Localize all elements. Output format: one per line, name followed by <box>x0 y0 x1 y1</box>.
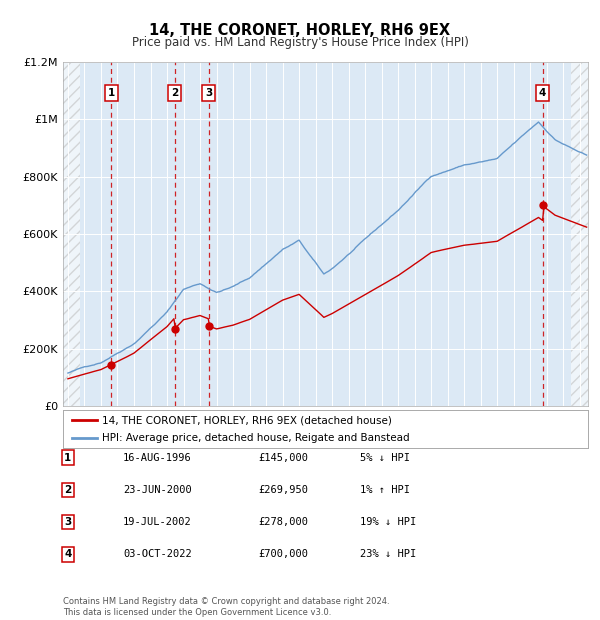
Text: 14, THE CORONET, HORLEY, RH6 9EX (detached house): 14, THE CORONET, HORLEY, RH6 9EX (detach… <box>103 415 392 425</box>
Text: 1: 1 <box>107 88 115 98</box>
Text: 03-OCT-2022: 03-OCT-2022 <box>123 549 192 559</box>
Bar <box>571 62 588 406</box>
Text: 19-JUL-2002: 19-JUL-2002 <box>123 517 192 527</box>
Text: £278,000: £278,000 <box>258 517 308 527</box>
Text: HPI: Average price, detached house, Reigate and Banstead: HPI: Average price, detached house, Reig… <box>103 433 410 443</box>
Text: 16-AUG-1996: 16-AUG-1996 <box>123 453 192 463</box>
Text: 5% ↓ HPI: 5% ↓ HPI <box>360 453 410 463</box>
Text: 1: 1 <box>64 453 71 463</box>
Text: 19% ↓ HPI: 19% ↓ HPI <box>360 517 416 527</box>
Text: 4: 4 <box>64 549 71 559</box>
Text: £700,000: £700,000 <box>258 549 308 559</box>
Text: 3: 3 <box>205 88 212 98</box>
Text: 14, THE CORONET, HORLEY, RH6 9EX: 14, THE CORONET, HORLEY, RH6 9EX <box>149 23 451 38</box>
Text: Contains HM Land Registry data © Crown copyright and database right 2024.
This d: Contains HM Land Registry data © Crown c… <box>63 598 389 617</box>
Text: 3: 3 <box>64 517 71 527</box>
Text: £269,950: £269,950 <box>258 485 308 495</box>
Text: 23-JUN-2000: 23-JUN-2000 <box>123 485 192 495</box>
Text: 2: 2 <box>64 485 71 495</box>
Text: 23% ↓ HPI: 23% ↓ HPI <box>360 549 416 559</box>
Text: 2: 2 <box>171 88 178 98</box>
Text: 4: 4 <box>539 88 546 98</box>
Text: Price paid vs. HM Land Registry's House Price Index (HPI): Price paid vs. HM Land Registry's House … <box>131 36 469 49</box>
Text: 1% ↑ HPI: 1% ↑ HPI <box>360 485 410 495</box>
Text: £145,000: £145,000 <box>258 453 308 463</box>
Bar <box>63 62 80 406</box>
